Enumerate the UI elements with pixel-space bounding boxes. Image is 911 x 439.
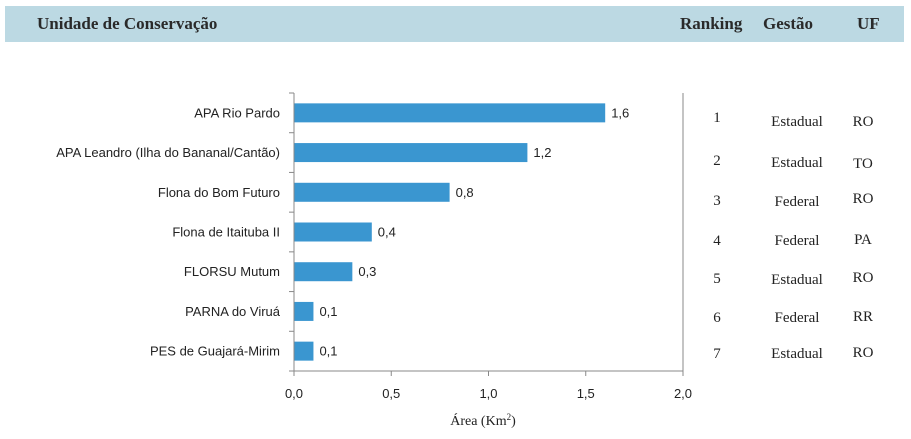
x-axis-label-sup: 2 — [507, 412, 512, 422]
bar — [294, 301, 314, 321]
ranking-cell: 2 — [713, 153, 721, 169]
table-header: Unidade de Conservação Ranking Gestão UF — [5, 6, 904, 42]
data-label: 0,8 — [456, 185, 474, 200]
data-label: 0,1 — [319, 344, 337, 359]
bar — [294, 222, 372, 242]
x-tick-label: 2,0 — [674, 386, 692, 401]
x-axis-label-text: Área (Km — [450, 412, 506, 429]
x-tick-label: 0,5 — [382, 386, 400, 401]
data-label: 0,1 — [319, 304, 337, 319]
gestao-cell: Estadual — [771, 272, 823, 288]
uf-cell: RO — [853, 270, 874, 286]
uf-cell: RR — [853, 309, 873, 325]
x-axis-label-suffix: ) — [511, 414, 516, 429]
gestao-cell: Federal — [775, 194, 820, 210]
header-ranking: Ranking — [680, 14, 743, 33]
category-label: APA Leandro (Ilha do Bananal/Cantão) — [56, 145, 280, 160]
category-label: Flona de Itaituba II — [172, 225, 280, 240]
x-axis-label: Área (Km2) — [450, 412, 516, 429]
header-title: Unidade de Conservação — [37, 14, 218, 33]
data-label: 1,6 — [611, 105, 629, 120]
header-gestao: Gestão — [763, 14, 814, 33]
bar — [294, 262, 353, 282]
uf-cell: TO — [853, 156, 873, 172]
category-label: PARNA do Viruá — [185, 304, 281, 319]
ranking-cell: 7 — [713, 346, 721, 362]
uf-cell: RO — [853, 191, 874, 207]
gestao-cell: Federal — [775, 310, 820, 326]
bar — [294, 182, 450, 202]
category-label: PES de Guajará-Mirim — [150, 344, 280, 359]
x-tick-label: 1,5 — [577, 386, 595, 401]
category-label: APA Rio Pardo — [194, 105, 280, 120]
ranking-cell: 4 — [713, 233, 721, 249]
category-label: FLORSU Mutum — [184, 264, 280, 279]
ranking-cell: 6 — [713, 310, 721, 326]
ranking-cell: 5 — [713, 271, 721, 287]
bar — [294, 143, 528, 163]
category-label: Flona do Bom Futuro — [158, 185, 280, 200]
gestao-cell: Estadual — [771, 114, 823, 130]
data-label: 0,4 — [378, 225, 396, 240]
gestao-cell: Estadual — [771, 346, 823, 362]
data-label: 0,3 — [358, 264, 376, 279]
gestao-cell: Federal — [775, 233, 820, 249]
uf-cell: RO — [853, 114, 874, 130]
gestao-cell: Estadual — [771, 155, 823, 171]
x-tick-label: 0,0 — [285, 386, 303, 401]
data-label: 1,2 — [533, 145, 551, 160]
uf-cell: RO — [853, 345, 874, 361]
x-tick-label: 1,0 — [479, 386, 497, 401]
header-uf: UF — [857, 14, 880, 33]
uf-cell: PA — [854, 232, 872, 248]
bar — [294, 341, 314, 361]
ranking-cell: 3 — [713, 193, 721, 209]
bar — [294, 103, 606, 123]
ranking-cell: 1 — [713, 110, 721, 126]
